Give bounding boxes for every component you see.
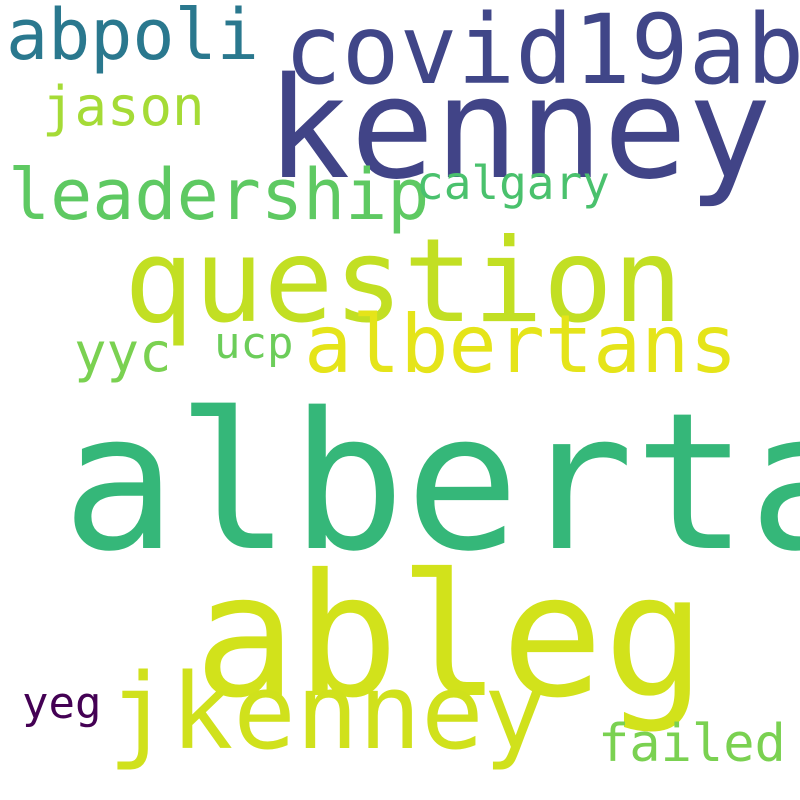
word-kenney: kenney <box>266 48 772 211</box>
word-calgary: calgary <box>416 156 610 210</box>
word-covid19ab: covid19ab <box>284 0 800 106</box>
word-abpoli: abpoli <box>6 0 259 76</box>
word-ucp: ucp <box>214 318 294 369</box>
word-alberta: alberta <box>62 372 800 593</box>
word-albertans: albertans <box>304 298 738 391</box>
word-failed: failed <box>598 714 786 774</box>
word-leadership: leadership <box>8 154 430 236</box>
word-yeg: yeg <box>22 678 102 729</box>
word-jkenney: jkenney <box>108 651 547 773</box>
word-question: question <box>124 214 683 349</box>
word-ableg: ableg <box>194 538 706 736</box>
word-yyc: yyc <box>74 321 172 384</box>
word-jason: jason <box>42 75 205 138</box>
